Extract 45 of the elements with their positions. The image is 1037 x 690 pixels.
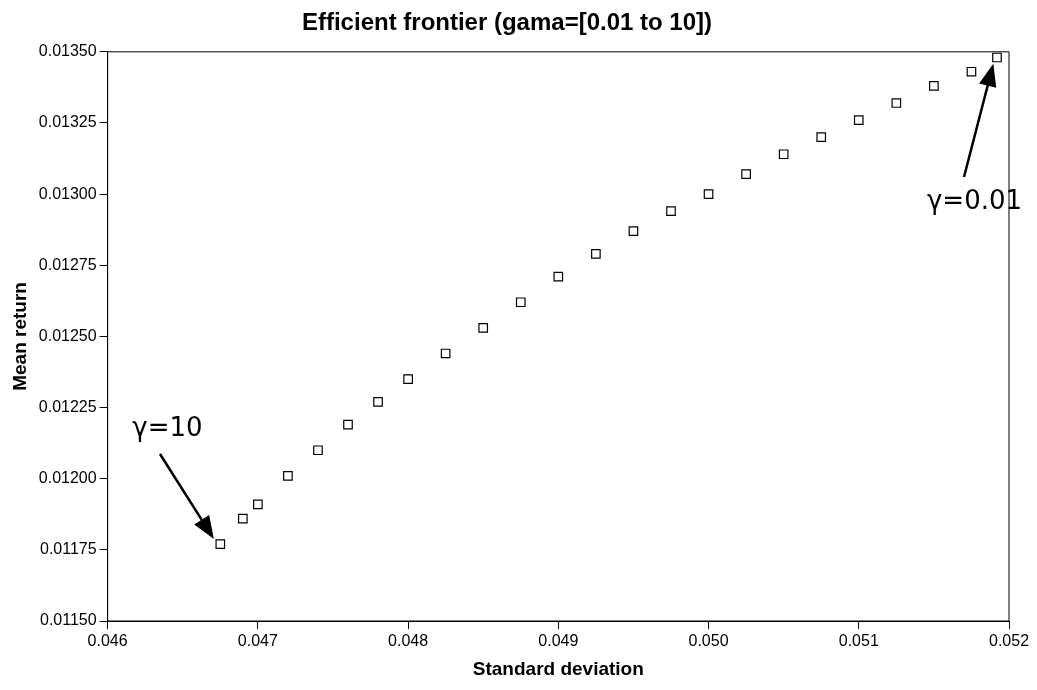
point [283,471,293,481]
point [373,397,383,407]
point [313,445,323,456]
point [591,249,601,259]
y-tick-label: 0.01225 [38,397,97,415]
x-axis-title: Standard deviation [472,657,644,679]
x-tick-label: 0.051 [838,632,879,650]
point [253,499,263,510]
x-tick-label: 0.046 [87,632,128,650]
point [666,206,676,217]
x-tick-label: 0.047 [237,632,278,650]
point [628,226,639,236]
point [778,149,789,160]
point [343,419,353,430]
annotation: γ=10 [132,412,203,443]
point [741,169,751,180]
x-tick-label: 0.050 [688,632,729,650]
y-tick-label: 0.01200 [38,469,97,487]
point [929,81,939,91]
point [966,66,977,77]
y-tick-label: 0.01325 [38,113,97,131]
x-tick-label: 0.052 [988,632,1030,650]
point [853,115,864,125]
y-tick-label: 0.01300 [38,184,97,202]
point [703,189,714,199]
x-tick-label: 0.049 [538,632,579,650]
point [515,297,526,308]
point [891,98,902,108]
point [440,348,451,359]
point [238,513,248,524]
y-tick-label: 0.01350 [38,42,97,60]
point [478,323,489,333]
point [553,271,564,282]
y-tick-label: 0.01250 [38,326,97,344]
y-tick-label: 0.01150 [39,611,97,629]
x-tick-label: 0.048 [388,632,429,650]
y-tick-label: 0.01275 [38,255,97,273]
chart-title: Efficient frontier (gama=[0.01 to 10]) [301,8,713,36]
point [215,539,226,549]
y-tick-label: 0.01175 [39,540,97,558]
point [992,52,1002,63]
y-axis-title: Mean return [8,282,30,391]
point [816,132,827,143]
annotation: γ=0.01 [926,185,1023,216]
point [403,374,413,384]
